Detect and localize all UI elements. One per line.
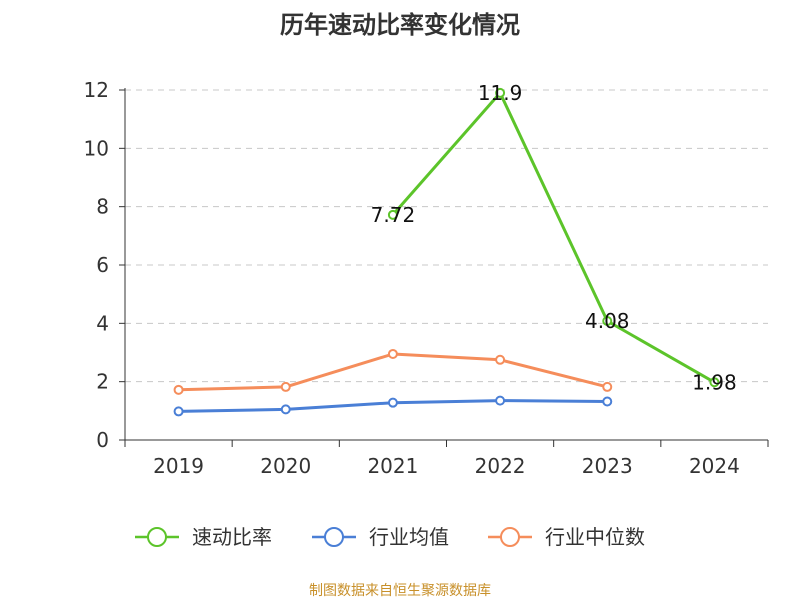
data-point[interactable] bbox=[495, 354, 506, 365]
legend-item[interactable]: 速动比率 bbox=[135, 525, 272, 549]
series bbox=[173, 87, 720, 417]
x-tick-label: 2019 bbox=[153, 454, 204, 478]
data-point[interactable] bbox=[602, 396, 613, 407]
y-tick-label: 6 bbox=[96, 253, 109, 277]
chart-title: 历年速动比率变化情况 bbox=[280, 11, 520, 39]
y-tick-label: 4 bbox=[96, 311, 109, 335]
x-tick-label: 2020 bbox=[260, 454, 311, 478]
legend[interactable]: 速动比率 行业均值 行业中位数 bbox=[135, 525, 645, 549]
data-point[interactable] bbox=[387, 209, 398, 220]
legend-item[interactable]: 行业均值 bbox=[312, 525, 449, 549]
legend-marker-icon bbox=[147, 527, 167, 547]
x-tick-label: 2024 bbox=[689, 454, 740, 478]
y-tick-label: 2 bbox=[96, 370, 109, 394]
data-label: 4.08 bbox=[585, 309, 630, 333]
legend-marker-icon bbox=[500, 527, 520, 547]
grid bbox=[125, 89, 768, 383]
source-footer: 制图数据来自恒生聚源数据库 bbox=[309, 583, 491, 599]
data-point[interactable] bbox=[495, 395, 506, 406]
x-tick-label: 2021 bbox=[367, 454, 418, 478]
x-tick-label: 2023 bbox=[582, 454, 633, 478]
series-line-3 bbox=[178, 352, 608, 392]
legend-label: 行业中位数 bbox=[545, 525, 645, 549]
data-label: 11.9 bbox=[478, 81, 523, 105]
data-point[interactable] bbox=[387, 397, 398, 408]
y-tick-label: 10 bbox=[84, 136, 109, 160]
data-point[interactable] bbox=[387, 348, 398, 359]
legend-label: 速动比率 bbox=[192, 525, 272, 549]
data-point[interactable] bbox=[280, 404, 291, 415]
axes: 0 2 4 6 8 10 12 2019 2020 2021 2022 2023 2024 bbox=[84, 78, 769, 478]
data-point[interactable] bbox=[602, 316, 613, 326]
legend-marker-icon bbox=[324, 527, 344, 547]
y-tick-label: 0 bbox=[96, 428, 109, 452]
data-label: 7.72 bbox=[371, 203, 416, 227]
data-point[interactable] bbox=[280, 381, 291, 392]
data-point[interactable] bbox=[173, 384, 184, 395]
data-label: 1.98 bbox=[692, 370, 737, 394]
x-tick-label: 2022 bbox=[475, 454, 526, 478]
data-point[interactable] bbox=[602, 381, 613, 392]
data-labels: 7.72 11.9 4.08 1.98 bbox=[371, 81, 737, 394]
data-point[interactable] bbox=[495, 87, 506, 98]
y-tick-label: 12 bbox=[84, 78, 109, 102]
y-tick-label: 8 bbox=[96, 195, 109, 219]
series-line-1 bbox=[391, 91, 716, 384]
data-point[interactable] bbox=[173, 406, 184, 417]
legend-label: 行业均值 bbox=[369, 525, 449, 549]
legend-item[interactable]: 行业中位数 bbox=[488, 525, 645, 549]
data-point[interactable] bbox=[709, 377, 720, 388]
